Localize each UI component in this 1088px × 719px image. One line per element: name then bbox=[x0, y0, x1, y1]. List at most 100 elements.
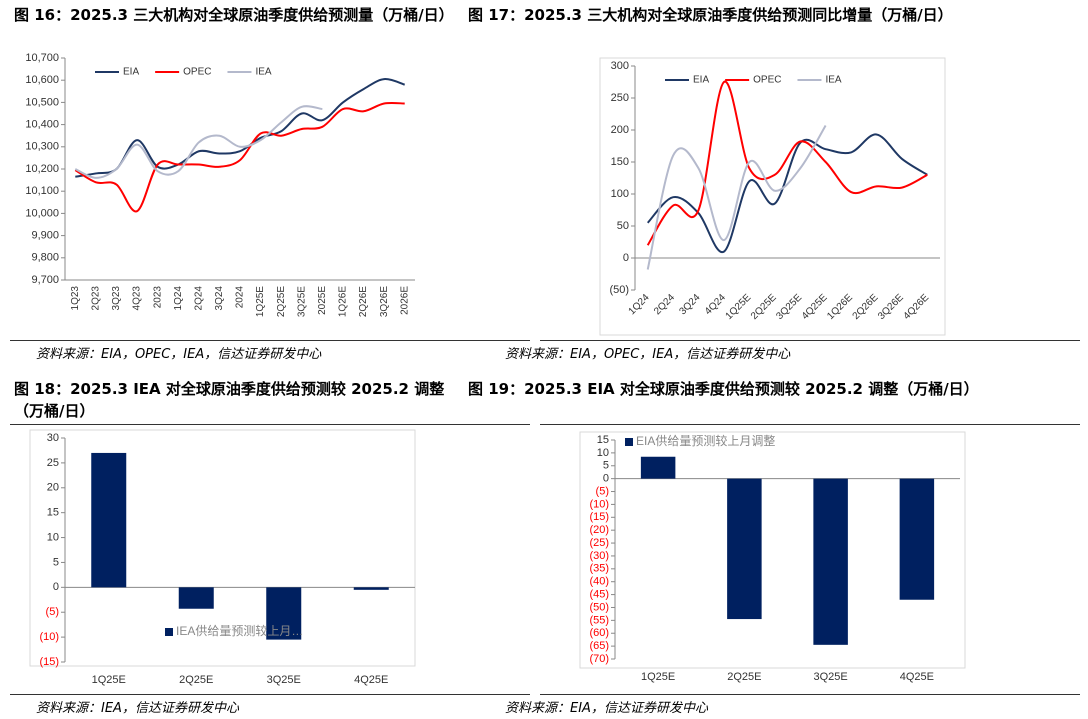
x-tick-label: 2025E bbox=[317, 286, 328, 315]
source: 资料来源：EIA，OPEC，IEA，信达证券研发中心 bbox=[505, 347, 791, 362]
y-tick-label: (35) bbox=[589, 563, 609, 575]
x-tick-label: 2Q25E bbox=[749, 292, 779, 322]
x-tick-label: 3Q25E bbox=[814, 671, 848, 683]
x-tick-label: 1Q26E bbox=[338, 286, 349, 317]
x-tick-label: 1Q25E bbox=[92, 674, 126, 686]
x-tick-label: 2024 bbox=[235, 286, 246, 309]
bar bbox=[727, 478, 762, 620]
y-tick-label: 10,600 bbox=[25, 74, 59, 86]
y-tick-label: 10,000 bbox=[25, 207, 59, 219]
legend-label: IEA bbox=[255, 67, 271, 78]
y-tick-label: 10 bbox=[597, 447, 609, 459]
y-tick-label: 200 bbox=[611, 124, 629, 136]
line-series bbox=[74, 105, 323, 179]
y-tick-label: (15) bbox=[589, 511, 609, 523]
figure-title: 图 16：2025.3 三大机构对全球原油季度供给预测量（万桶/日） bbox=[14, 6, 454, 24]
x-tick-label: 3Q23 bbox=[111, 286, 122, 311]
y-tick-label: 10,700 bbox=[25, 52, 59, 64]
figure-title: 图 17：2025.3 三大机构对全球原油季度供给预测同比增量（万桶/日） bbox=[468, 6, 953, 24]
y-tick-label: 9,800 bbox=[31, 252, 59, 264]
bar bbox=[813, 478, 848, 645]
y-tick-label: 9,700 bbox=[31, 274, 59, 286]
y-tick-label: (50) bbox=[609, 284, 629, 296]
x-tick-label: 1Q25E bbox=[641, 671, 675, 683]
line-series bbox=[646, 133, 928, 253]
chart-frame bbox=[599, 57, 946, 336]
x-tick-label: 1Q23 bbox=[70, 286, 81, 311]
bar bbox=[353, 587, 389, 590]
x-tick-label: 2Q24 bbox=[193, 286, 204, 311]
x-tick-label: 2026E bbox=[399, 286, 410, 315]
x-tick-label: 2Q25E bbox=[276, 286, 287, 317]
x-tick-label: 4Q25E bbox=[900, 671, 934, 683]
source: 资料来源：IEA，信达证券研发中心 bbox=[36, 701, 239, 716]
y-tick-label: (20) bbox=[589, 524, 609, 536]
x-tick-label: 1Q26E bbox=[825, 292, 855, 322]
rule bbox=[540, 694, 1080, 695]
x-tick-label: 2Q25E bbox=[179, 674, 213, 686]
x-tick-label: 3Q25E bbox=[774, 292, 804, 322]
legend-swatch bbox=[625, 438, 633, 446]
figure-title: 图 18：2025.3 IEA 对全球原油季度供给预测较 2025.2 调整（万… bbox=[14, 380, 445, 420]
y-tick-label: (25) bbox=[589, 537, 609, 549]
line-series bbox=[646, 125, 827, 270]
chart: (15) (10) (5) 0 5 10 15 20 25 30 1Q25E 2Q25E 3Q25E 4Q… bbox=[29, 429, 416, 686]
chart-frame bbox=[29, 429, 416, 667]
y-tick-label: (15) bbox=[39, 656, 59, 668]
legend-label: IEA bbox=[825, 75, 841, 86]
y-tick-label: 5 bbox=[53, 556, 59, 568]
legend-label: OPEC bbox=[753, 75, 781, 86]
x-tick-label: 2Q26E bbox=[358, 286, 369, 317]
y-tick-label: 0 bbox=[603, 473, 609, 485]
x-tick-label: 3Q24 bbox=[214, 286, 225, 311]
y-tick-label: (45) bbox=[589, 588, 609, 600]
x-tick-label: 2023 bbox=[152, 286, 163, 309]
y-tick-label: (70) bbox=[589, 653, 609, 665]
y-tick-label: 10,100 bbox=[25, 185, 59, 197]
x-tick-label: 1Q25E bbox=[724, 292, 754, 322]
chart: 9,700 9,800 9,900 10,000 10,100 10,200 10,300 1… bbox=[25, 52, 415, 317]
x-tick-label: 3Q25E bbox=[267, 674, 301, 686]
bar bbox=[899, 478, 935, 600]
x-tick-label: 2Q25E bbox=[727, 671, 761, 683]
y-tick-label: 10 bbox=[47, 531, 59, 543]
x-tick-label: 3Q26E bbox=[379, 286, 390, 317]
y-tick-label: (10) bbox=[39, 631, 59, 643]
y-tick-label: 250 bbox=[611, 92, 629, 104]
line-series bbox=[75, 78, 406, 178]
legend-label: EIA bbox=[693, 75, 709, 86]
y-tick-label: 15 bbox=[597, 434, 609, 446]
y-tick-label: 0 bbox=[623, 252, 629, 264]
x-tick-label: 1Q25E bbox=[255, 286, 266, 317]
figure-title: 图 19：2025.3 EIA 对全球原油季度供给预测较 2025.2 调整（万… bbox=[468, 380, 979, 398]
legend-swatch bbox=[165, 628, 173, 636]
source: 资料来源：EIA，信达证券研发中心 bbox=[505, 701, 708, 716]
legend-label: EIA bbox=[123, 67, 139, 78]
line-series bbox=[646, 80, 928, 246]
y-tick-label: 9,900 bbox=[31, 230, 59, 242]
y-tick-label: 150 bbox=[611, 156, 629, 168]
x-tick-label: 4Q25E bbox=[354, 674, 388, 686]
x-tick-label: 3Q25E bbox=[296, 286, 307, 317]
y-tick-label: 100 bbox=[611, 188, 629, 200]
x-tick-label: 1Q24 bbox=[173, 286, 184, 311]
x-tick-label: 2Q24 bbox=[652, 292, 677, 317]
y-tick-label: 0 bbox=[53, 581, 59, 593]
y-tick-label: 20 bbox=[47, 482, 59, 494]
y-tick-label: (50) bbox=[589, 601, 609, 613]
rule bbox=[540, 340, 1080, 341]
y-tick-label: (5) bbox=[596, 485, 609, 497]
y-tick-label: (30) bbox=[589, 550, 609, 562]
y-tick-label: 15 bbox=[47, 507, 59, 519]
y-tick-label: 300 bbox=[611, 60, 629, 72]
x-tick-label: 4Q23 bbox=[132, 286, 143, 311]
rule bbox=[540, 424, 1080, 425]
legend-label: OPEC bbox=[183, 67, 211, 78]
y-tick-label: 10,400 bbox=[25, 119, 59, 131]
legend-label: EIA供给量预测较上月调整 bbox=[636, 433, 775, 448]
legend-label: IEA供给量预测较上月… bbox=[176, 623, 303, 638]
y-tick-label: 25 bbox=[47, 457, 59, 469]
y-tick-label: (65) bbox=[589, 640, 609, 652]
